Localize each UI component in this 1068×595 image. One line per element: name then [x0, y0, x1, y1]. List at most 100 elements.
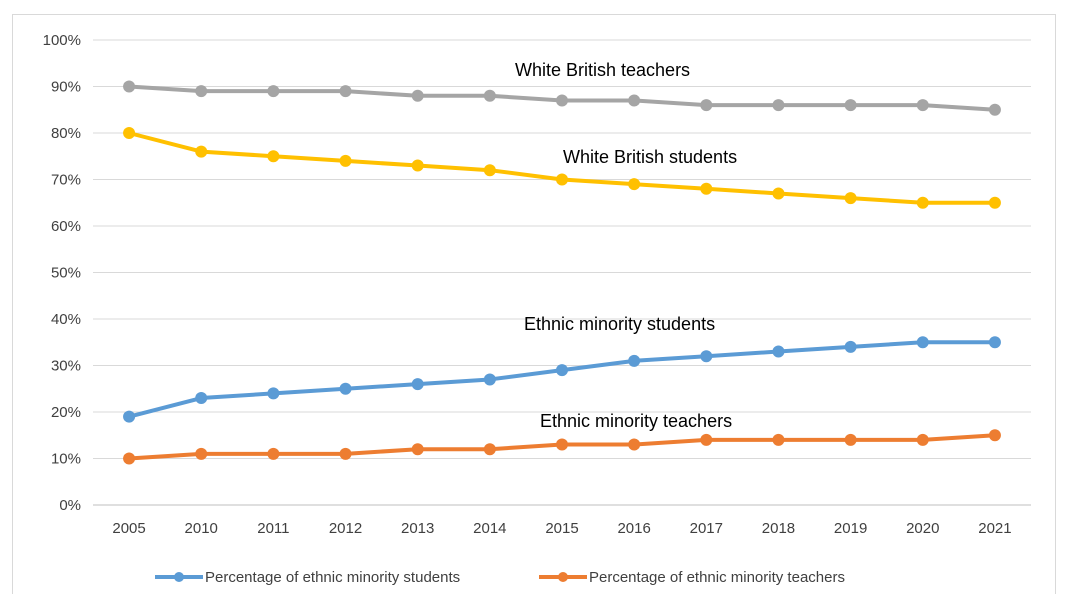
data-point	[772, 433, 785, 446]
x-tick-label: 2016	[617, 520, 650, 537]
data-point	[123, 410, 136, 423]
y-tick-label: 90%	[51, 79, 81, 96]
data-point	[339, 382, 352, 395]
data-point	[988, 429, 1001, 442]
data-point	[916, 196, 929, 209]
series-wbt	[123, 80, 1001, 116]
data-point	[267, 387, 280, 400]
data-point	[123, 80, 136, 93]
data-point	[700, 433, 713, 446]
data-point	[628, 94, 641, 107]
line-chart: 0%10%20%30%40%50%60%70%80%90%100% 2005 20…	[43, 32, 1031, 586]
legend: Percentage of ethnic minority students P…	[155, 569, 845, 586]
x-tick-label: 2011	[257, 520, 289, 537]
x-tick-label: 2018	[762, 520, 795, 537]
x-tick-label: 2005	[112, 520, 145, 537]
data-point	[916, 336, 929, 349]
legend-swatch-marker	[558, 572, 568, 582]
series-wbs	[123, 127, 1001, 209]
data-point	[195, 392, 208, 405]
y-tick-label: 100%	[43, 32, 81, 49]
x-tick-label: 2012	[329, 520, 362, 537]
data-point	[267, 447, 280, 460]
data-point	[916, 99, 929, 112]
legend-item-ethnic-minority-students: Percentage of ethnic minority students	[155, 569, 460, 586]
series-line	[127, 340, 997, 419]
data-point	[556, 94, 568, 107]
data-point	[556, 364, 568, 377]
series-layer	[123, 80, 1001, 465]
data-point	[339, 154, 352, 167]
data-point	[123, 127, 136, 139]
y-tick-label: 70%	[51, 172, 81, 189]
data-point	[988, 103, 1001, 116]
y-axis-ticks: 0% 10% 20% 30% 40% 50% 60% 70% 80% 90% 100%	[43, 32, 81, 514]
x-tick-label: 2017	[690, 520, 723, 537]
y-tick-label: 60%	[51, 218, 81, 235]
legend-item-ethnic-minority-teachers: Percentage of ethnic minority teachers	[539, 569, 845, 586]
x-axis-ticks: 2005 2010 2011 2012 2013 2014 2015 2016 2017 2018…	[112, 520, 1011, 537]
series-emt	[123, 429, 1001, 465]
x-tick-label: 2019	[834, 520, 867, 537]
data-point	[483, 89, 496, 102]
y-tick-label: 50%	[51, 265, 81, 282]
data-point	[988, 336, 1001, 349]
annotation-ethnic-minority-students: Ethnic minority students	[524, 314, 715, 334]
y-tick-label: 10%	[51, 451, 81, 468]
data-point	[844, 340, 857, 353]
x-tick-label: 2021	[978, 520, 1011, 537]
data-point	[411, 443, 424, 456]
data-point	[988, 196, 1001, 209]
data-point	[267, 85, 280, 98]
data-point	[772, 99, 785, 112]
data-point	[195, 85, 208, 98]
annotation-white-british-teachers: White British teachers	[515, 60, 690, 80]
x-tick-label: 2015	[545, 520, 578, 537]
data-point	[772, 345, 785, 358]
data-point	[195, 145, 208, 158]
annotations: White British teachers White British stu…	[515, 60, 737, 431]
data-point	[556, 438, 568, 451]
y-tick-label: 30%	[51, 358, 81, 375]
data-point	[556, 173, 568, 186]
annotation-white-british-students: White British students	[563, 147, 737, 167]
chart-frame: 0% 10% 20% 30% 40% 50% 60% 70% 80% 90% 100% 2005 20…	[12, 14, 1056, 594]
x-tick-label: 2014	[473, 520, 506, 537]
data-point	[844, 433, 857, 446]
data-point	[411, 159, 424, 172]
data-point	[339, 447, 352, 460]
series-ems	[123, 336, 1001, 423]
data-point	[123, 452, 136, 465]
x-tick-label: 2010	[185, 520, 218, 537]
y-tick-label: 20%	[51, 404, 81, 421]
data-point	[844, 99, 857, 112]
data-point	[700, 99, 713, 112]
gridlines	[93, 39, 1031, 506]
annotation-ethnic-minority-teachers: Ethnic minority teachers	[540, 411, 732, 431]
data-point	[844, 192, 857, 205]
data-point	[916, 433, 929, 446]
series-line	[127, 131, 997, 205]
data-point	[411, 89, 424, 102]
data-point	[772, 187, 785, 200]
data-point	[628, 438, 641, 451]
data-point	[483, 164, 496, 177]
y-tick-label: 80%	[51, 125, 81, 142]
data-point	[628, 178, 641, 191]
data-point	[195, 447, 208, 460]
x-tick-label: 2020	[906, 520, 939, 537]
legend-label: Percentage of ethnic minority teachers	[589, 569, 845, 586]
data-point	[411, 378, 424, 391]
y-tick-label: 0%	[59, 497, 81, 514]
x-tick-label: 2013	[401, 520, 434, 537]
legend-swatch-marker	[174, 572, 184, 582]
data-point	[700, 182, 713, 195]
y-tick-label: 40%	[51, 311, 81, 328]
data-point	[700, 350, 713, 363]
data-point	[628, 354, 641, 367]
data-point	[483, 373, 496, 386]
legend-label: Percentage of ethnic minority students	[205, 569, 460, 586]
data-point	[339, 85, 352, 98]
data-point	[267, 150, 280, 163]
data-point	[483, 443, 496, 456]
